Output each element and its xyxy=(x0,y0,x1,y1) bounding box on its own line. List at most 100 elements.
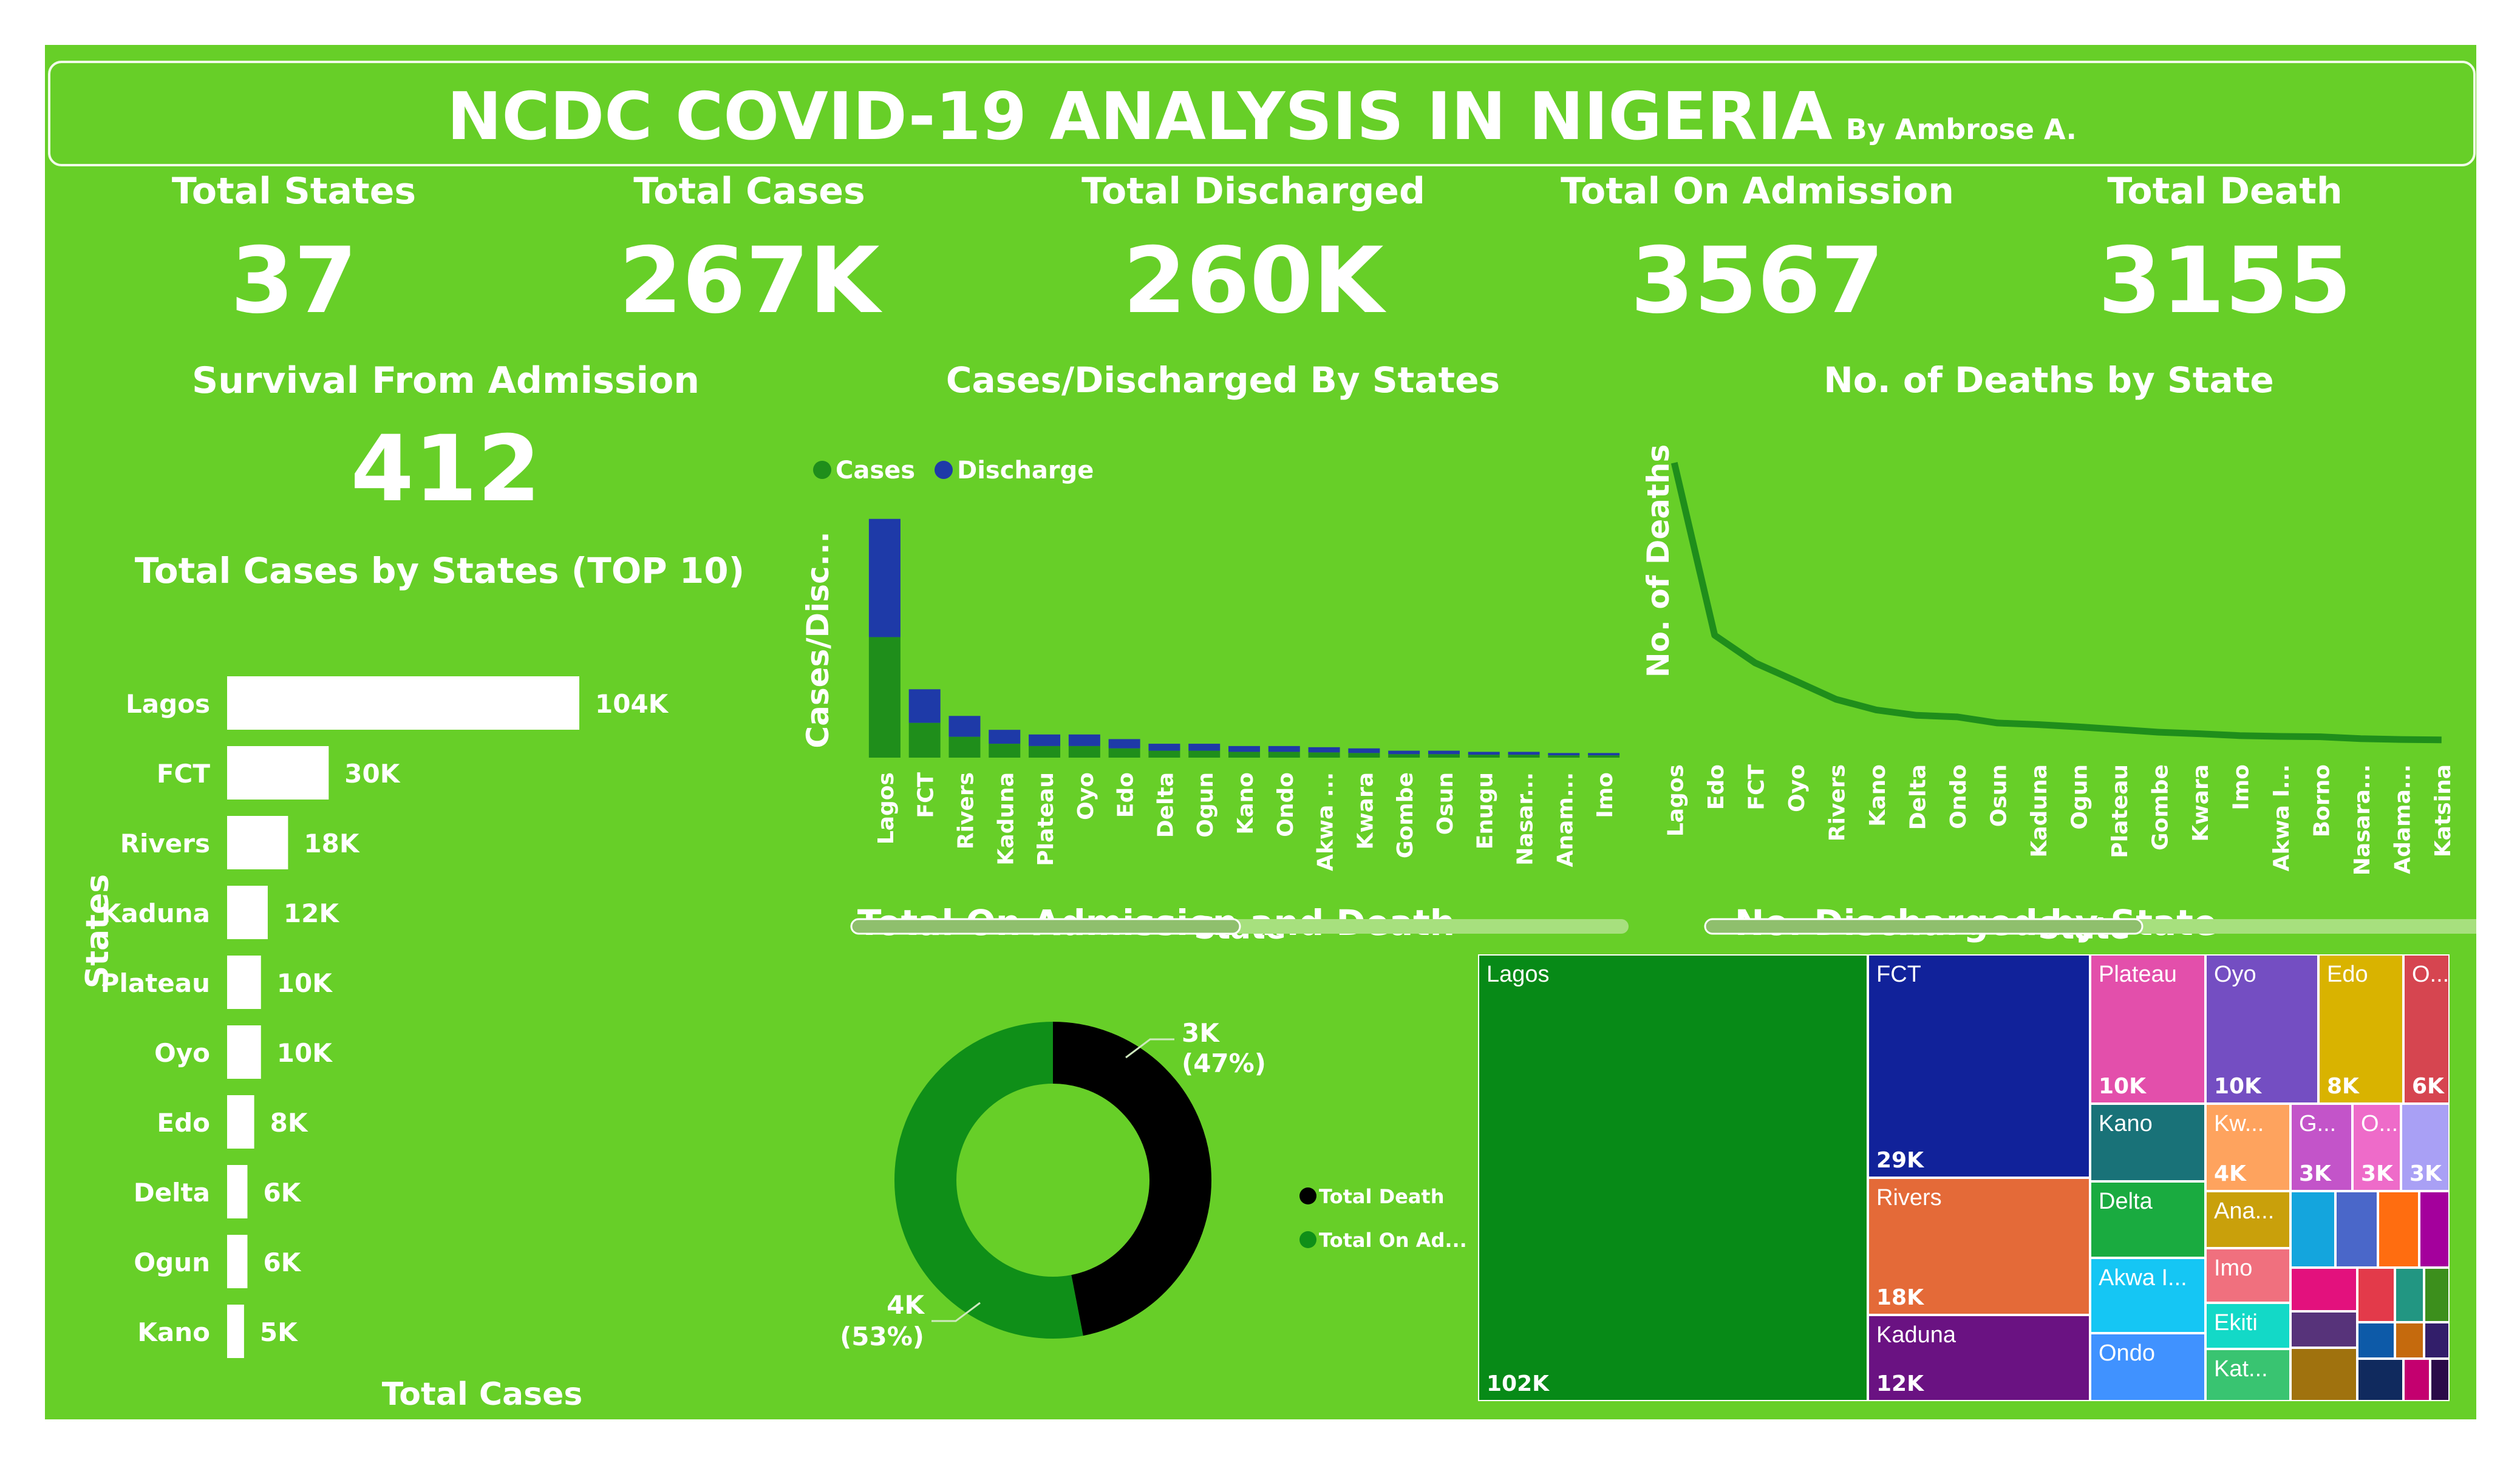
donut-percent-label: (47%) xyxy=(1182,1048,1266,1078)
bar-category-label: Edo xyxy=(157,1108,210,1138)
bar-discharge xyxy=(908,689,941,723)
bar-data-label: 12K xyxy=(284,898,339,928)
bar xyxy=(227,676,579,730)
treemap-cell-value: 18K xyxy=(1876,1285,1924,1310)
survival-label: Survival From Admission xyxy=(191,359,700,402)
bar-cases xyxy=(1588,755,1620,758)
bar-discharge xyxy=(1348,748,1380,753)
treemap-cell-small xyxy=(2424,1268,2450,1322)
bar xyxy=(227,816,288,869)
dashboard-canvas: NCDC COVID-19 ANALYSIS IN NIGERIA By Ambr… xyxy=(45,45,2476,1419)
x-tick-label: Gombe xyxy=(1393,772,1418,858)
x-tick-label: Lagos xyxy=(874,772,899,844)
bar-discharge xyxy=(1508,752,1540,755)
x-tick-label: Osun xyxy=(1986,764,2011,827)
bar-data-label: 5K xyxy=(260,1317,298,1347)
treemap-cell-name: Rivers xyxy=(1876,1185,1942,1211)
x-tick-label: Edo xyxy=(1114,772,1139,818)
x-tick-label: Kaduna xyxy=(993,772,1018,866)
bar-cases xyxy=(1508,755,1540,758)
legend-marker xyxy=(1299,1231,1316,1248)
bar xyxy=(227,1025,261,1079)
treemap-cell: Lagos 102K xyxy=(1478,954,1868,1401)
treemap-cell-value: 3K xyxy=(2361,1161,2393,1186)
cases-discharged-chart: Cases Discharge Lagos FCT Rivers Kaduna Platea… xyxy=(800,457,1629,946)
x-tick-label: Oyo xyxy=(1785,764,1810,812)
bar-data-label: 30K xyxy=(344,759,400,789)
treemap-cell-value: 8K xyxy=(2327,1074,2359,1099)
treemap-cell-small xyxy=(2290,1268,2357,1311)
treemap-cell: Ondo xyxy=(2090,1333,2205,1401)
donut-value-label: 3K xyxy=(1182,1018,1220,1048)
bar-cases xyxy=(1468,755,1500,758)
treemap-cell-value: 3K xyxy=(2299,1161,2331,1186)
kpi-total-death-label: Total Death xyxy=(2107,170,2343,212)
x-tick-label: Ogun xyxy=(1193,772,1218,838)
treemap-cell: Plateau 10K xyxy=(2090,954,2205,1104)
bar-category-label: Delta xyxy=(134,1178,210,1207)
treemap-cell: Kano xyxy=(2090,1104,2205,1181)
treemap-cell: O... 6K xyxy=(2403,954,2450,1104)
treemap-cell-name: G... xyxy=(2299,1111,2337,1136)
bar-discharge xyxy=(1068,734,1100,746)
bar-data-label: 10K xyxy=(277,968,333,998)
x-axis-title: Total Cases xyxy=(382,1376,583,1413)
bar-cases xyxy=(1308,752,1340,758)
bar-cases xyxy=(1228,752,1260,758)
legend-marker xyxy=(935,461,953,479)
bar-cases xyxy=(1548,755,1580,758)
bar-discharge xyxy=(1548,753,1580,756)
deaths-line-chart: Lagos Edo FCT Oyo Rivers Kano Delta Ondo Osun Kad… xyxy=(1641,444,2476,946)
treemap-cell-name: Plateau xyxy=(2099,962,2177,987)
x-tick-label: Ondo xyxy=(1946,764,1971,829)
treemap-cell-small xyxy=(2290,1348,2357,1401)
treemap-cell-small xyxy=(2335,1191,2378,1268)
treemap-cell: Rivers 18K xyxy=(1868,1178,2090,1315)
treemap-cell: 3K xyxy=(2401,1104,2450,1191)
treemap-cell: Kaduna 12K xyxy=(1868,1315,2090,1401)
treemap-cell-value: 3K xyxy=(2409,1161,2442,1186)
bar-discharge xyxy=(1588,753,1620,756)
treemap-cell: Ana... xyxy=(2205,1191,2290,1248)
bar-discharge xyxy=(1108,739,1140,749)
treemap-cell: Edo 8K xyxy=(2318,954,2403,1104)
bar-data-label: 6K xyxy=(263,1178,301,1207)
page-title: NCDC COVID-19 ANALYSIS IN NIGERIA By Ambr… xyxy=(446,79,2077,155)
treemap-cell-small xyxy=(2290,1311,2357,1348)
bar-category-label: Kano xyxy=(137,1317,210,1347)
leader-line xyxy=(931,1302,981,1322)
bar xyxy=(227,1165,248,1218)
x-tick-label: Imo xyxy=(1593,772,1618,818)
legend-label: Discharge xyxy=(957,457,1094,484)
x-tick-label: Ondo xyxy=(1273,772,1298,837)
treemap-cell: Kw... 4K xyxy=(2205,1104,2290,1191)
treemap-cell-value: 10K xyxy=(2099,1074,2146,1099)
kpi-total-discharged-value: 260K xyxy=(1123,228,1384,334)
bar-data-label: 18K xyxy=(304,829,359,858)
donut-percent-label: (53%) xyxy=(840,1322,924,1351)
treemap-cell: FCT 29K xyxy=(1868,954,2090,1178)
bar-discharge xyxy=(1428,750,1460,755)
x-tick-label: Kano xyxy=(1233,772,1258,835)
bar xyxy=(227,746,329,800)
x-tick-label: FCT xyxy=(1744,764,1769,810)
kpi-total-cases-label: Total Cases xyxy=(633,170,865,212)
x-tick-label: Katsina xyxy=(2431,764,2456,857)
bar-discharge xyxy=(948,716,981,737)
legend-label: Total On Ad... xyxy=(1319,1229,1467,1252)
bar-category-label: Oyo xyxy=(154,1038,210,1068)
bar-cases xyxy=(1348,753,1380,758)
x-tick-label: Oyo xyxy=(1074,772,1098,820)
treemap-cell-small xyxy=(2403,1359,2430,1401)
x-tick-label: Imo xyxy=(2229,764,2253,810)
bar-data-label: 10K xyxy=(277,1038,333,1068)
treemap-cell-value: 4K xyxy=(2214,1161,2246,1186)
bar-discharge xyxy=(1148,744,1180,751)
deaths-line-title: No. of Deaths by State xyxy=(1824,359,2274,401)
treemap-cell: Akwa I... xyxy=(2090,1258,2205,1333)
y-axis-title: States xyxy=(80,874,116,988)
bar xyxy=(227,886,268,939)
treemap-cell-value: 102K xyxy=(1486,1371,1550,1396)
donut-value-label: 4K xyxy=(887,1290,925,1320)
bar-discharge xyxy=(1029,734,1061,746)
